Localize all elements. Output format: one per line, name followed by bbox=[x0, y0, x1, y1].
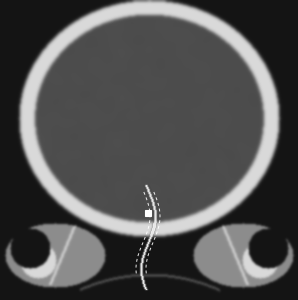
Bar bbox=[145, 210, 151, 216]
